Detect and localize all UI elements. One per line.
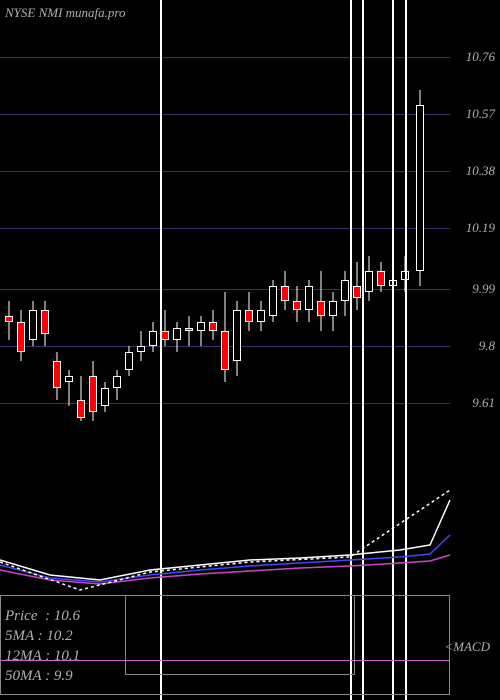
chart-title: NYSE NMI munafa.pro (5, 5, 126, 21)
macd-label: <MACD (444, 639, 490, 655)
candlestick-chart: NYSE NMI munafa.pro (0, 0, 450, 460)
y-axis: 9.619.89.9910.1910.3810.5710.76 (450, 0, 500, 460)
